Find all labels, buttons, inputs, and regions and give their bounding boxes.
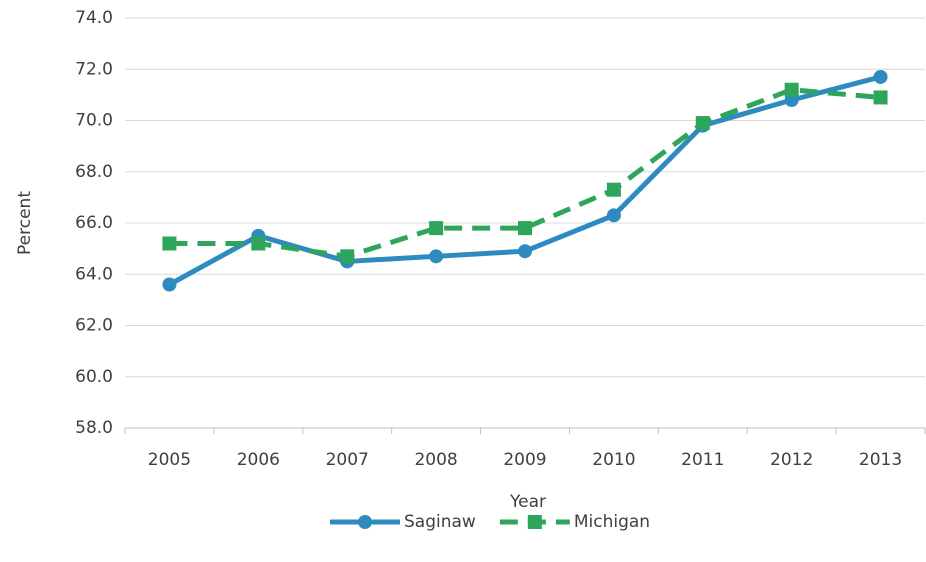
- y-tick-label: 68.0: [75, 162, 113, 182]
- legend-label: Michigan: [574, 512, 650, 532]
- series-line: [169, 87, 881, 259]
- x-tick-label: 2009: [503, 450, 546, 470]
- x-axis-title: Year: [509, 492, 546, 512]
- data-point: [340, 249, 355, 264]
- y-tick-label: 62.0: [75, 316, 113, 336]
- data-point: [873, 90, 888, 105]
- x-tick-label: 2006: [237, 450, 280, 470]
- data-point: [606, 208, 621, 223]
- x-tick-label: 2011: [681, 450, 724, 470]
- data-point: [695, 116, 710, 131]
- x-tick-label: 2012: [770, 450, 813, 470]
- data-point: [429, 221, 444, 236]
- data-point: [251, 236, 266, 251]
- x-tick-label: 2005: [148, 450, 191, 470]
- y-tick-label: 74.0: [75, 8, 113, 28]
- y-tick-label: 70.0: [75, 111, 113, 131]
- legend-marker: [527, 515, 542, 529]
- data-point: [873, 69, 888, 84]
- y-tick-label: 66.0: [75, 213, 113, 233]
- x-tick-label: 2013: [859, 450, 902, 470]
- y-tick-label: 72.0: [75, 59, 113, 79]
- legend-marker: [358, 515, 372, 529]
- data-point: [162, 236, 177, 251]
- data-point: [518, 221, 532, 236]
- data-point: [518, 244, 532, 259]
- y-tick-label: 58.0: [75, 418, 113, 438]
- legend-label: Saginaw: [404, 512, 476, 532]
- y-axis-title: Percent: [15, 191, 35, 255]
- x-tick-label: 2007: [326, 450, 369, 470]
- x-tick-label: 2010: [592, 450, 635, 470]
- data-point: [429, 249, 444, 264]
- x-tick-label: 2008: [414, 450, 457, 470]
- data-point: [162, 277, 177, 292]
- y-tick-label: 60.0: [75, 367, 113, 387]
- data-point: [606, 182, 621, 197]
- y-tick-label: 64.0: [75, 264, 113, 284]
- data-point: [784, 82, 799, 97]
